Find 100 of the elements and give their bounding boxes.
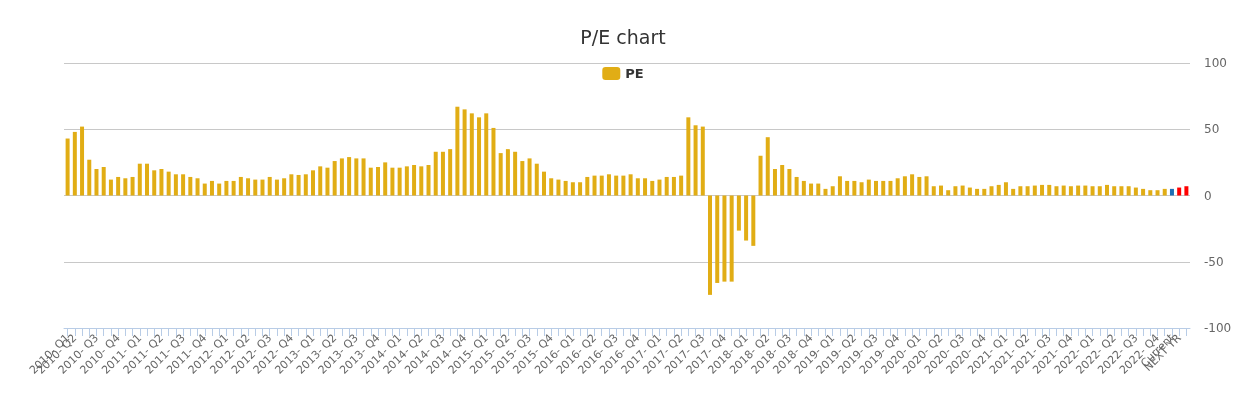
- bar: [1011, 188, 1016, 196]
- bar: [137, 163, 142, 196]
- bar: [224, 180, 229, 196]
- bar: [116, 176, 121, 196]
- bar: [780, 165, 785, 196]
- bar: [751, 195, 756, 246]
- bar: [621, 175, 626, 196]
- bar: [368, 167, 373, 196]
- bar: [195, 178, 200, 196]
- bar: [1003, 182, 1008, 196]
- bar: [1104, 184, 1109, 196]
- bar: [708, 195, 713, 295]
- bar: [1097, 186, 1102, 196]
- bar: [289, 174, 294, 196]
- bar: [253, 179, 258, 196]
- bar: [628, 174, 633, 196]
- bar: [650, 180, 655, 196]
- bar: [397, 167, 402, 196]
- bar: [989, 186, 994, 196]
- bar: [491, 127, 496, 196]
- bar: [967, 187, 972, 196]
- bar: [888, 180, 893, 196]
- bar: [614, 175, 619, 196]
- bar: [852, 180, 857, 196]
- bar: [246, 178, 251, 196]
- bar: [736, 195, 741, 231]
- bar: [274, 179, 279, 196]
- bar: [339, 158, 344, 196]
- bar: [758, 155, 763, 196]
- bar: [145, 163, 150, 196]
- bar: [895, 178, 900, 196]
- bar: [1177, 187, 1182, 196]
- bar: [635, 178, 640, 196]
- bar: [123, 178, 128, 196]
- bar: [101, 167, 106, 196]
- bar: [809, 183, 814, 196]
- bar: [830, 186, 835, 196]
- bar: [1133, 187, 1138, 196]
- bar: [960, 185, 965, 196]
- bar: [910, 174, 915, 196]
- bar: [859, 182, 864, 196]
- bar: [823, 188, 828, 196]
- bar: [845, 180, 850, 196]
- bar: [181, 174, 186, 196]
- bar: [325, 167, 330, 196]
- bar: [592, 175, 597, 196]
- bar: [563, 180, 568, 196]
- bar: [953, 186, 958, 196]
- legend-label: PE: [625, 66, 644, 81]
- bar: [946, 190, 951, 196]
- bar: [231, 180, 236, 196]
- bar: [433, 151, 438, 196]
- bar: [729, 195, 734, 282]
- bar: [837, 176, 842, 196]
- bar: [549, 178, 554, 196]
- bar: [606, 174, 611, 196]
- bar: [866, 179, 871, 196]
- bar: [556, 179, 561, 196]
- bar: [671, 176, 676, 196]
- bar: [772, 169, 777, 196]
- bar: [1184, 186, 1189, 196]
- bar: [404, 166, 409, 196]
- bar: [520, 161, 525, 196]
- bar: [498, 153, 503, 196]
- bar: [693, 125, 698, 196]
- bar: [765, 137, 770, 196]
- bar: [108, 179, 113, 196]
- y-tick-label: -50: [1204, 254, 1224, 269]
- bar: [303, 174, 308, 196]
- bar: [1126, 186, 1131, 196]
- bar: [787, 169, 792, 196]
- chart-title: P/E chart: [580, 25, 666, 48]
- bar: [209, 180, 214, 196]
- bar: [679, 175, 684, 196]
- bar: [332, 161, 337, 196]
- bar: [924, 176, 929, 196]
- bar: [455, 106, 460, 196]
- bar: [599, 175, 604, 196]
- bar: [94, 169, 99, 196]
- bar: [816, 183, 821, 196]
- bar: [80, 126, 85, 196]
- bar: [1025, 186, 1030, 196]
- bar: [72, 131, 77, 196]
- bar: [217, 183, 222, 196]
- bar: [412, 165, 417, 196]
- bar: [260, 179, 265, 196]
- bar: [484, 113, 489, 196]
- bar: [1068, 186, 1073, 196]
- bar: [527, 158, 532, 196]
- bar: [238, 176, 243, 196]
- y-tick-label: -100: [1204, 321, 1232, 335]
- bar: [881, 180, 886, 196]
- bar: [541, 171, 546, 196]
- bar: [664, 176, 669, 196]
- bar: [1083, 185, 1088, 196]
- bar: [318, 166, 323, 196]
- bar: [996, 184, 1001, 196]
- bar: [469, 113, 474, 196]
- bar: [570, 182, 575, 196]
- bar: [700, 126, 705, 196]
